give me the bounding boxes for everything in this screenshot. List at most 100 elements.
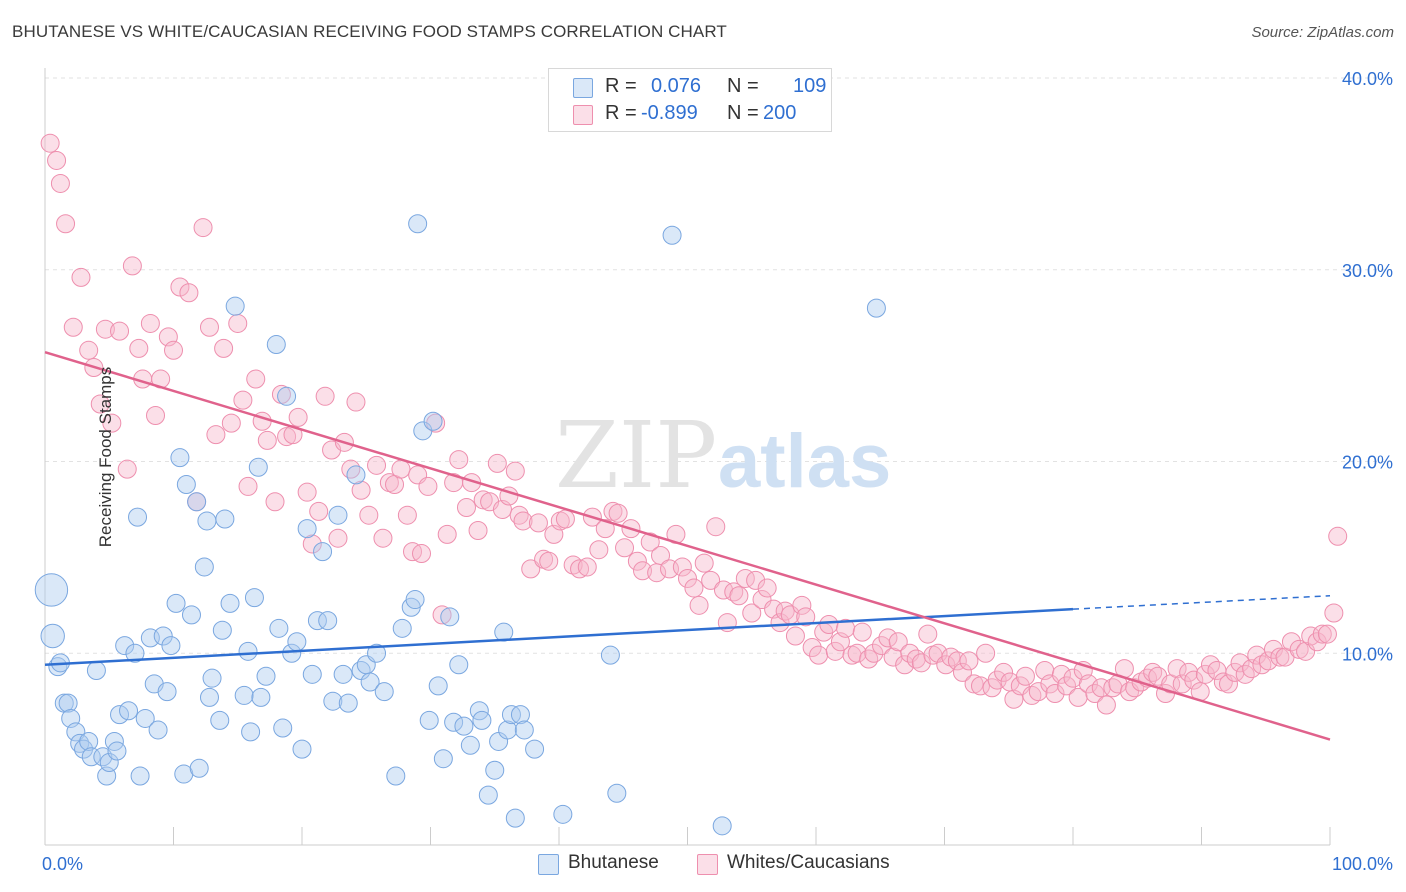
data-point-whites [170, 277, 190, 297]
data-point-whites [706, 517, 726, 537]
data-point-whites [1289, 639, 1309, 659]
legend-r-label: R = [605, 102, 637, 124]
data-point-whites [770, 613, 790, 633]
chart-title: BHUTANESE VS WHITE/CAUCASIAN RECEIVING F… [12, 22, 727, 41]
data-point-whites [449, 450, 469, 470]
data-point-whites [627, 551, 647, 571]
data-point-bhutanese [449, 655, 469, 675]
data-point-whites [757, 578, 777, 598]
data-point-whites [1057, 676, 1077, 696]
data-point-bhutanese [176, 475, 196, 495]
data-point-whites [513, 511, 533, 531]
data-point-bhutanese [86, 661, 106, 681]
data-point-bhutanese [292, 739, 312, 759]
data-point-bhutanese [333, 664, 353, 684]
data-point-whites [140, 313, 160, 333]
data-point-bhutanese [553, 804, 573, 824]
data-point-whites [994, 662, 1014, 682]
data-point-whites [895, 655, 915, 675]
data-point-whites [468, 521, 488, 541]
data-point-bhutanese [313, 542, 333, 562]
data-point-whites [878, 628, 898, 648]
data-point-bhutanese [405, 590, 425, 610]
data-point-whites [193, 218, 213, 238]
data-point-bhutanese [423, 411, 443, 431]
data-point-whites [1263, 639, 1283, 659]
data-point-whites [819, 614, 839, 634]
axes [44, 68, 1331, 846]
x-tick-label: 0.0% [42, 854, 83, 874]
data-point-bhutanese [256, 666, 276, 686]
source-label: Source: ZipAtlas.com [1251, 24, 1394, 41]
data-point-bhutanese [194, 557, 214, 577]
data-point-bhutanese [153, 626, 173, 646]
data-point-whites [701, 570, 721, 590]
legend-r-value: 0.076 [651, 75, 702, 97]
data-point-whites [684, 578, 704, 598]
data-point-whites [864, 643, 884, 663]
data-point-bhutanese [244, 588, 264, 608]
data-point-whites [1230, 653, 1250, 673]
data-point-whites [1317, 624, 1337, 644]
data-point-bhutanese [66, 722, 86, 742]
data-point-whites [102, 413, 122, 433]
data-point-bhutanese [525, 739, 545, 759]
data-point-whites [432, 605, 452, 625]
data-point-whites [221, 413, 241, 433]
data-point-whites [47, 150, 67, 170]
data-point-whites [1324, 603, 1344, 623]
data-point-whites [1078, 674, 1098, 694]
data-point-whites [40, 133, 60, 153]
legend-n-label: N = [727, 102, 759, 124]
data-point-whites [1015, 666, 1035, 686]
bottom-legend-swatch-blue [538, 854, 559, 875]
data-point-whites [473, 490, 493, 510]
bottom-legend-swatch-pink [697, 854, 718, 875]
data-point-whites [418, 476, 438, 496]
data-point-bhutanese [367, 643, 387, 663]
data-point-bhutanese [386, 766, 406, 786]
y-tick-label: 20.0% [1342, 453, 1393, 473]
data-point-bhutanese [99, 753, 119, 773]
data-point-bhutanese [248, 457, 268, 477]
data-point-bhutanese [460, 735, 480, 755]
data-point-whites [775, 601, 795, 621]
data-point-whites [729, 586, 749, 606]
trend-line-bhutanese-extension [1072, 594, 1331, 610]
data-point-bhutanese [161, 636, 181, 656]
data-point-whites [265, 492, 285, 512]
data-point-whites [952, 662, 972, 682]
data-point-whites [257, 430, 277, 450]
data-point-bhutanese [302, 664, 322, 684]
data-point-bhutanese [440, 607, 460, 627]
data-point-bhutanese [119, 701, 139, 721]
data-point-whites [359, 505, 379, 525]
series-bhutanese [34, 214, 886, 836]
legend-n-value: 200 [763, 102, 797, 124]
series-whites-caucasians [40, 133, 1348, 715]
data-point-whites [1281, 632, 1301, 652]
data-point-whites [1247, 645, 1267, 665]
data-point-bhutanese [374, 682, 394, 702]
data-point-whites [1312, 624, 1332, 644]
data-point-bhutanese [234, 685, 254, 705]
data-point-bhutanese [199, 687, 219, 707]
data-point-whites [859, 649, 879, 669]
data-point-whites [633, 561, 653, 581]
data-point-bhutanese [287, 632, 307, 652]
data-point-whites [589, 540, 609, 560]
data-point-whites [672, 557, 692, 577]
data-point-whites [802, 637, 822, 657]
trend-line-whites [44, 351, 1331, 741]
y-tick-label: 40.0% [1342, 69, 1393, 89]
data-point-whites [117, 459, 137, 479]
data-point-whites [122, 256, 142, 276]
data-point-bhutanese [220, 593, 240, 613]
data-point-whites [1045, 684, 1065, 704]
data-point-whites [1167, 659, 1187, 679]
legend-swatch-pink [573, 105, 593, 125]
y-tick-label: 10.0% [1342, 644, 1393, 664]
data-point-whites [651, 545, 671, 565]
data-point-whites [1328, 526, 1348, 546]
data-point-whites [351, 480, 371, 500]
